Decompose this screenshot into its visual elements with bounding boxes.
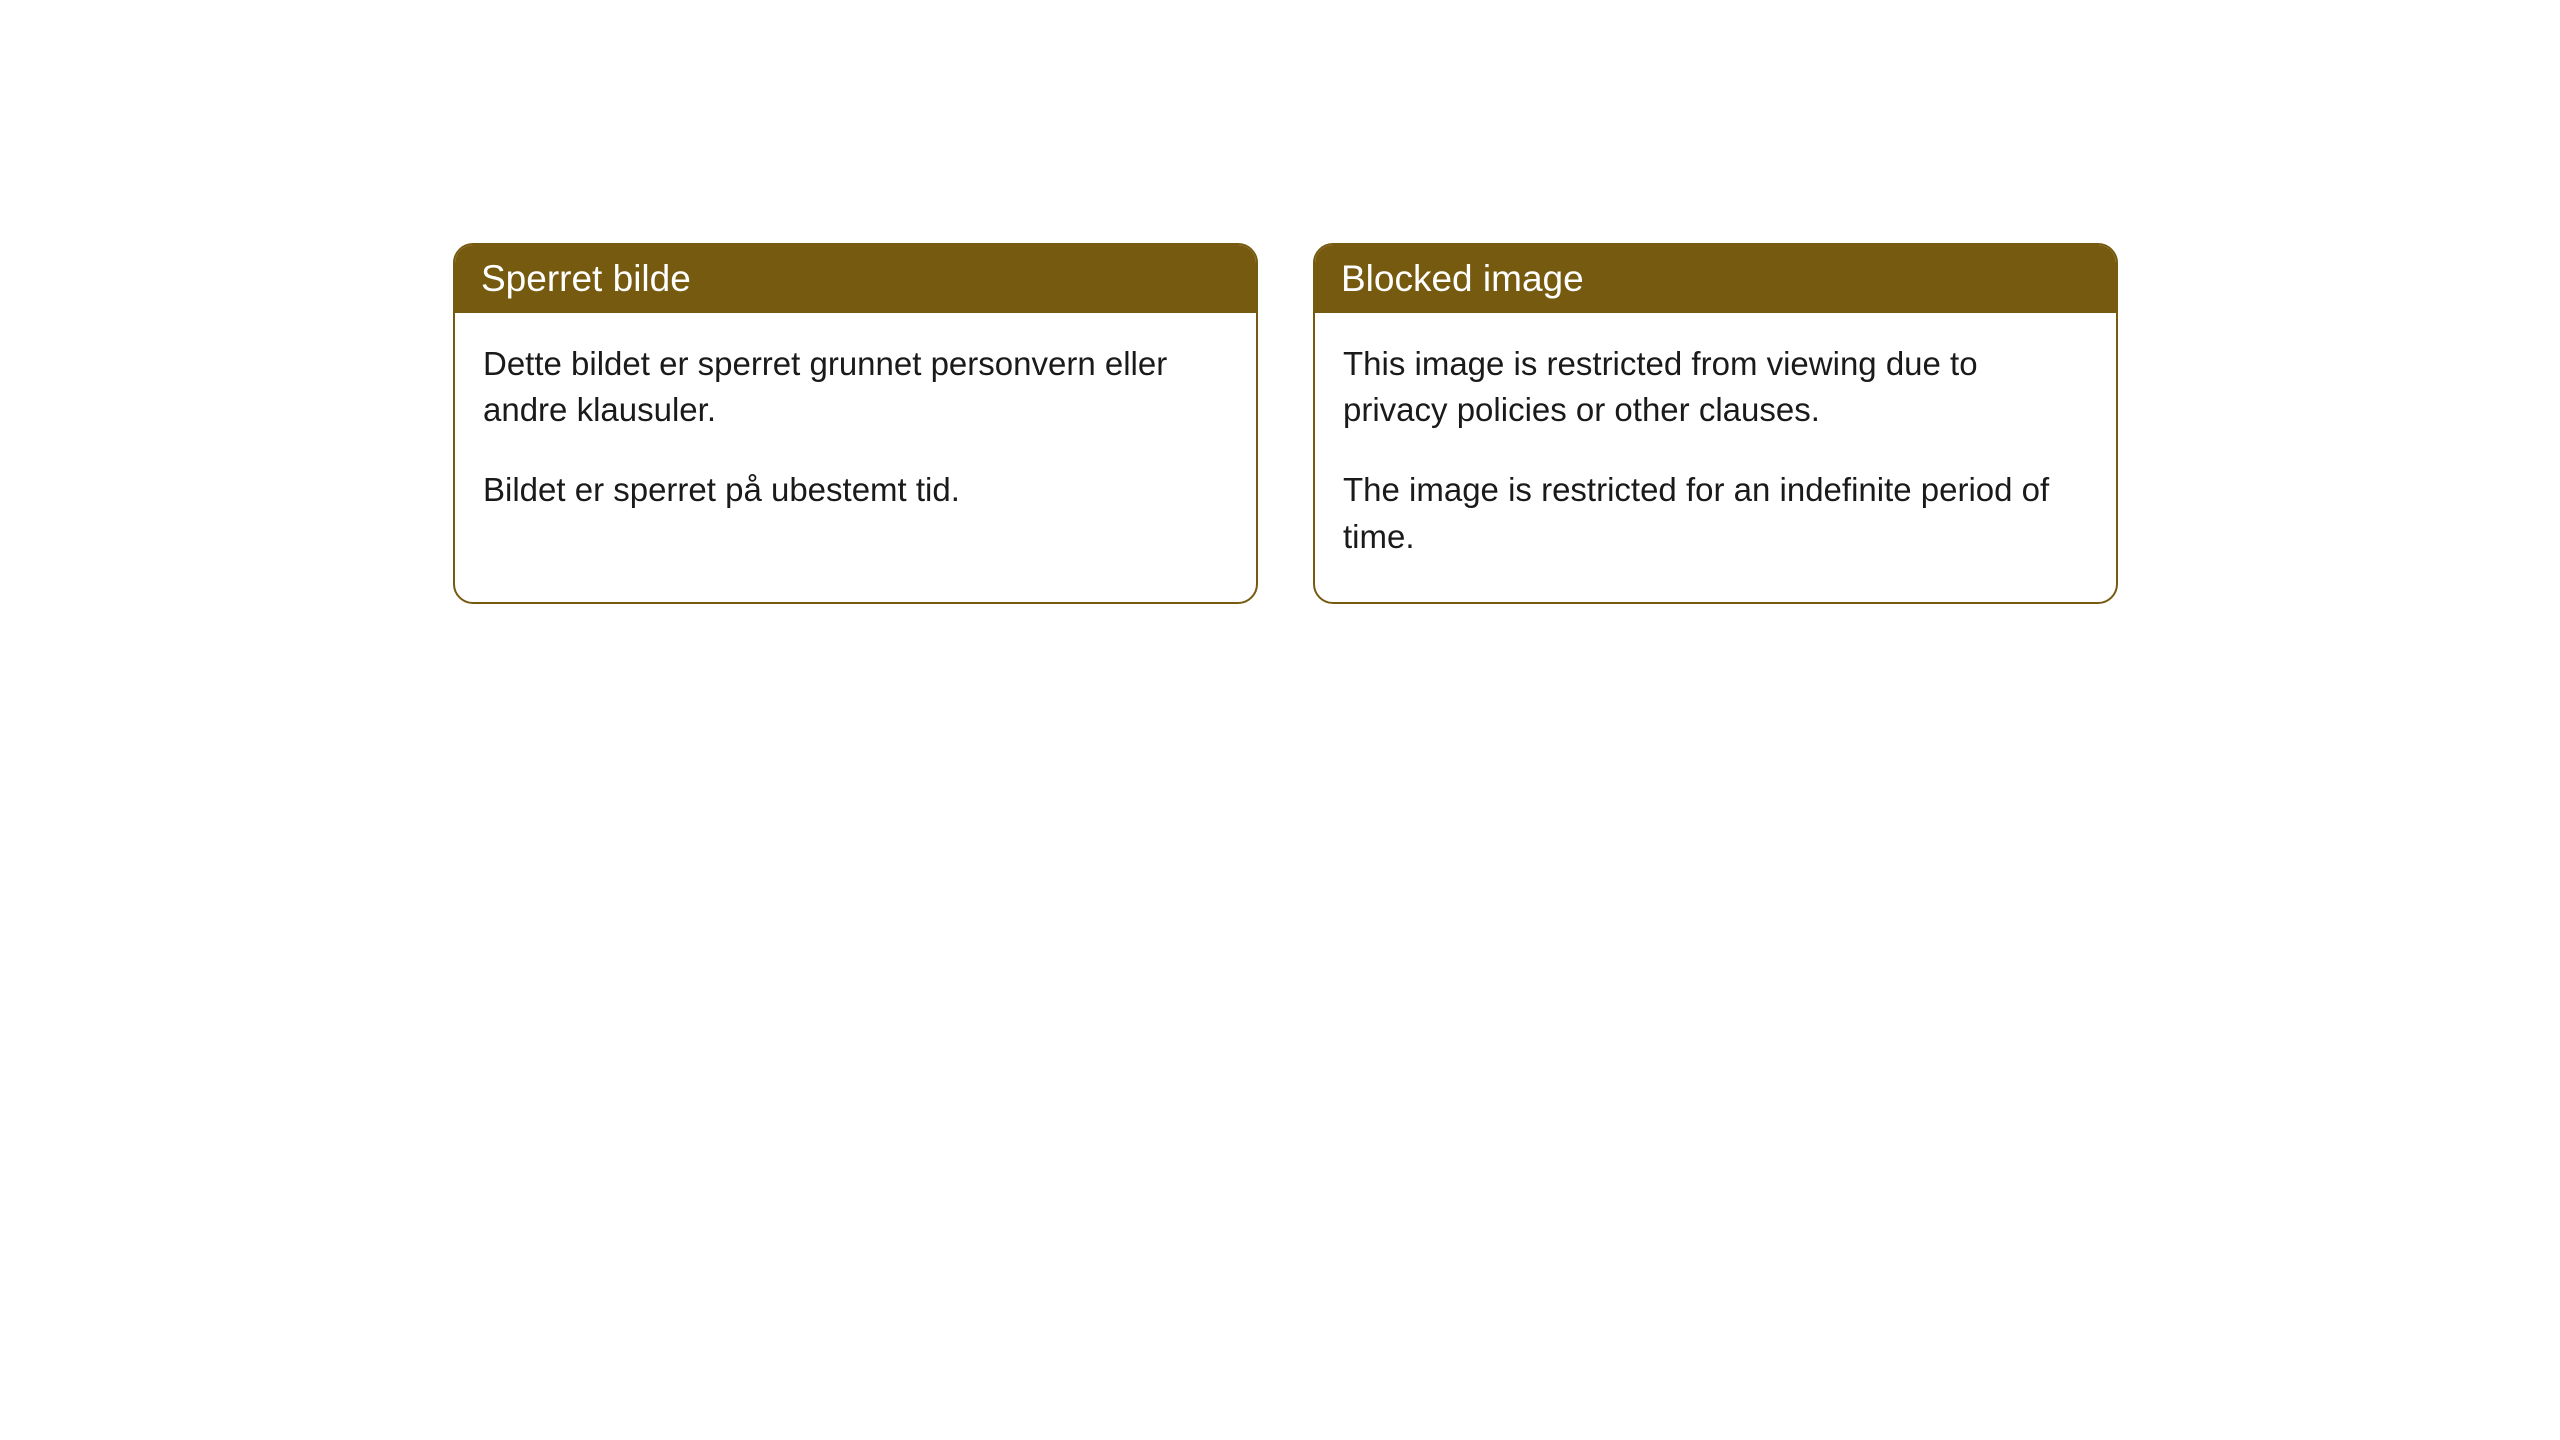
card-title: Blocked image [1341,258,1584,299]
blocked-image-notice-english: Blocked image This image is restricted f… [1313,243,2118,604]
card-paragraph: This image is restricted from viewing du… [1343,341,2088,433]
card-paragraph: Dette bildet er sperret grunnet personve… [483,341,1228,433]
notice-cards-container: Sperret bilde Dette bildet er sperret gr… [453,243,2560,604]
card-body-english: This image is restricted from viewing du… [1315,313,2116,602]
card-paragraph: Bildet er sperret på ubestemt tid. [483,467,1228,513]
card-paragraph: The image is restricted for an indefinit… [1343,467,2088,559]
card-title: Sperret bilde [481,258,691,299]
blocked-image-notice-norwegian: Sperret bilde Dette bildet er sperret gr… [453,243,1258,604]
card-body-norwegian: Dette bildet er sperret grunnet personve… [455,313,1256,556]
card-header-norwegian: Sperret bilde [455,245,1256,313]
card-header-english: Blocked image [1315,245,2116,313]
